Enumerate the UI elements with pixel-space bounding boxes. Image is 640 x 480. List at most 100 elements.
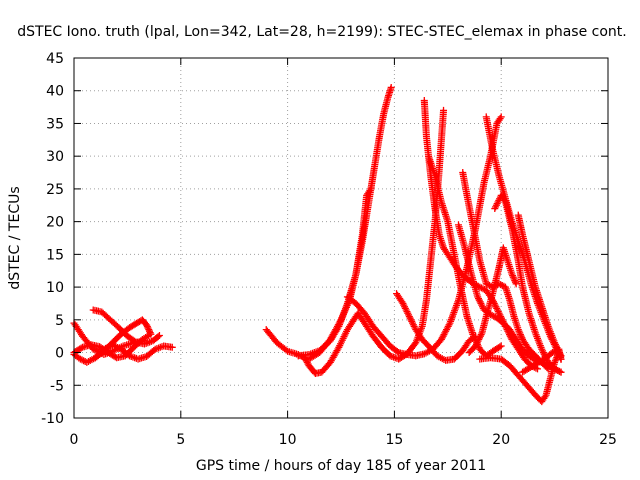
data-point-marker [445, 321, 453, 329]
data-point-marker [401, 304, 409, 312]
data-point-marker [516, 329, 524, 337]
data-point-marker [477, 299, 485, 307]
data-point-marker [488, 311, 496, 319]
data-series [459, 169, 552, 373]
x-tick-label: 10 [279, 432, 297, 448]
data-point-marker [493, 304, 501, 312]
data-point-marker [144, 324, 152, 332]
data-series [91, 316, 155, 362]
data-point-marker [557, 355, 565, 363]
data-point-marker [476, 298, 484, 306]
data-point-marker [478, 301, 486, 309]
data-point-marker [145, 326, 153, 334]
data-point-marker [492, 203, 500, 211]
data-point-marker [509, 272, 517, 280]
y-tick-label: 40 [46, 84, 64, 100]
data-point-marker [551, 358, 559, 366]
x-tick-label: 15 [385, 432, 403, 448]
data-point-marker [543, 364, 551, 372]
data-point-marker [479, 285, 487, 293]
data-point-marker [555, 367, 563, 375]
data-point-marker [407, 316, 415, 324]
plot-frame [73, 57, 609, 419]
data-point-marker [336, 317, 344, 325]
data-point-marker [497, 342, 505, 350]
data-point-marker [538, 345, 546, 353]
y-tick-label: -5 [50, 378, 64, 394]
data-point-marker [496, 343, 504, 351]
data-point-marker [367, 185, 375, 193]
x-axis-label: GPS time / hours of day 185 of year 2011 [196, 458, 486, 474]
y-axis-label: dSTEC / TECUs [7, 186, 23, 289]
data-point-marker [551, 357, 559, 365]
data-point-marker [143, 323, 151, 331]
data-point-marker [409, 321, 417, 329]
y-tick-label: 30 [46, 149, 64, 165]
y-tick-label: 35 [46, 116, 64, 132]
data-point-marker [143, 333, 151, 341]
data-point-marker [78, 356, 86, 364]
data-point-marker [405, 311, 413, 319]
data-point-marker [475, 296, 483, 304]
data-point-marker [402, 306, 410, 314]
data-point-marker [557, 368, 565, 376]
data-point-marker [494, 308, 502, 316]
data-point-marker [405, 313, 413, 321]
data-series [465, 244, 520, 357]
data-point-marker [76, 355, 84, 363]
data-point-marker [485, 281, 493, 289]
data-point-marker [154, 333, 162, 341]
data-point-marker [484, 281, 492, 289]
data-point-marker [511, 277, 519, 285]
data-point-marker [541, 393, 549, 401]
data-point-marker [473, 339, 481, 347]
data-point-marker [400, 301, 408, 309]
x-tick-label: 20 [492, 432, 510, 448]
data-point-marker [475, 295, 483, 303]
data-point-marker [489, 283, 497, 291]
data-point-marker [492, 303, 500, 311]
x-tick-label: 0 [70, 432, 79, 448]
data-point-marker [399, 299, 407, 307]
data-points [70, 83, 565, 406]
data-point-marker [387, 83, 395, 91]
data-point-marker [495, 309, 503, 317]
data-point-marker [548, 349, 556, 357]
data-point-marker [408, 317, 416, 325]
data-point-marker [366, 187, 374, 195]
data-point-marker [474, 337, 482, 345]
data-point-marker [534, 365, 542, 373]
data-point-marker [476, 334, 484, 342]
chart-title: dSTEC Iono. truth (lpal, Lon=342, Lat=28… [17, 24, 626, 40]
data-point-marker [482, 280, 490, 288]
data-point-marker [145, 327, 153, 335]
data-series [89, 306, 163, 348]
data-point-marker [490, 312, 498, 320]
data-point-marker [496, 115, 504, 123]
data-point-marker [491, 205, 499, 213]
x-tick-label: 25 [599, 432, 617, 448]
data-point-marker [511, 278, 519, 286]
y-tick-label: 15 [46, 247, 64, 263]
data-point-marker [492, 281, 500, 289]
data-point-marker [393, 347, 401, 355]
data-point-marker [143, 321, 151, 329]
data-point-marker [469, 332, 477, 340]
data-point-marker [494, 198, 502, 206]
data-point-marker [475, 335, 483, 343]
axis-ticks: -10 -5 0 5 10 15 20 25 30 35 40 45 0 5 10 15 20 25 [41, 51, 617, 448]
data-point-marker [440, 106, 448, 114]
data-point-marker [493, 200, 501, 208]
data-point-marker [498, 281, 506, 289]
data-point-marker [497, 113, 505, 121]
x-tick-label: 5 [176, 432, 185, 448]
data-point-marker [401, 303, 409, 311]
data-point-marker [472, 340, 480, 348]
y-tick-label: 0 [55, 346, 64, 362]
data-point-marker [404, 309, 412, 317]
data-point-marker [551, 340, 559, 348]
data-point-marker [497, 281, 505, 289]
data-point-marker [168, 343, 176, 351]
data-point-marker [80, 357, 88, 365]
data-point-marker [477, 284, 485, 292]
